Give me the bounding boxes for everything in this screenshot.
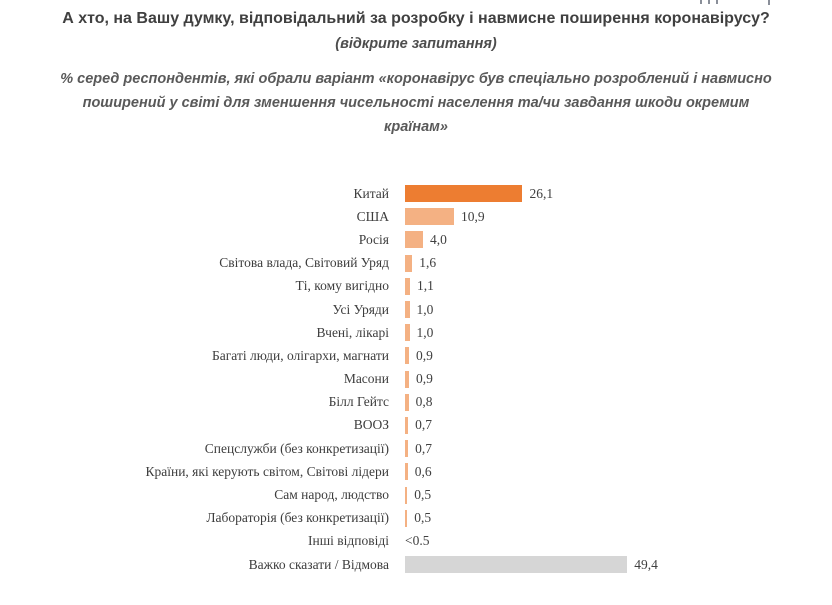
- value-label: <0.5: [405, 533, 430, 549]
- bar-area: 4,0: [397, 231, 832, 249]
- value-label: 0,7: [415, 440, 433, 456]
- bar: [405, 370, 410, 388]
- category-label: Білл Гейтс: [328, 394, 389, 410]
- category-label: Масони: [343, 371, 389, 387]
- bar: [405, 301, 410, 319]
- value-label: 0,6: [414, 463, 432, 479]
- bar-area: 1,0: [397, 324, 832, 342]
- bar-area: 49,4: [397, 556, 832, 574]
- chart-row: Білл Гейтс 0,8: [0, 391, 832, 414]
- chart-row: Важко сказати / Відмова 49,4: [0, 553, 832, 576]
- value-label: 1,0: [416, 301, 434, 317]
- bar: [405, 440, 409, 458]
- cropped-text-artifact: [0, 0, 832, 5]
- bar-area: 0,9: [397, 347, 832, 365]
- bar-area: 0,5: [397, 509, 832, 527]
- bar-chart: Китай 26,1 США 10,9 Росія 4,0 Світова влада, С…: [0, 182, 832, 576]
- bar-area: <0.5: [397, 533, 832, 550]
- bar-area: 1,6: [397, 254, 832, 272]
- bar: [405, 254, 413, 272]
- bar-area: 0,7: [397, 440, 832, 458]
- value-label: 49,4: [634, 556, 658, 572]
- chart-row: Усі Уряди 1,0: [0, 298, 832, 321]
- chart-row: Спецслужби (без конкретизації) 0,7: [0, 437, 832, 460]
- chart-row: Сам народ, людство 0,5: [0, 483, 832, 506]
- category-label: Китай: [353, 185, 389, 201]
- value-label: 10,9: [461, 208, 485, 224]
- chart-row: ВООЗ 0,7: [0, 414, 832, 437]
- bar: [405, 208, 455, 226]
- chart-subtitle: % серед респондентів, які обрали варіант…: [60, 71, 772, 135]
- bar: [405, 393, 409, 411]
- chart-row: Вчені, лікарі 1,0: [0, 321, 832, 344]
- bar: [405, 185, 523, 203]
- value-label: 4,0: [430, 231, 447, 247]
- category-label: Інші відповіді: [308, 533, 389, 549]
- bar-area: 0,7: [397, 416, 832, 434]
- category-label: Спецслужби (без конкретизації): [204, 440, 389, 456]
- value-label: 0,9: [416, 347, 433, 363]
- value-label: 1,1: [416, 278, 434, 294]
- category-label: Важко сказати / Відмова: [248, 556, 389, 572]
- value-label: 0,9: [416, 371, 433, 387]
- bar-area: 1,1: [397, 277, 832, 295]
- chart-row: Світова влада, Світовий Уряд 1,6: [0, 252, 832, 275]
- bar-area: 26,1: [397, 185, 832, 203]
- category-label: Усі Уряди: [332, 301, 389, 317]
- category-label: Лабораторія (без конкретизації): [206, 510, 389, 526]
- chart-open-question-note: (відкрите запитання): [335, 36, 497, 52]
- chart-row: Лабораторія (без конкретизації) 0,5: [0, 507, 832, 530]
- category-label: Країни, які керують світом, Світові ліде…: [145, 463, 389, 479]
- bar-area: 10,9: [397, 208, 832, 226]
- chart-row: Інші відповіді <0.5: [0, 530, 832, 553]
- value-label: 0,8: [415, 394, 433, 410]
- bar: [405, 556, 628, 574]
- bar-area: 0,6: [397, 463, 832, 481]
- value-label: 0,5: [414, 510, 432, 526]
- chart-row: США 10,9: [0, 205, 832, 228]
- value-label: 26,1: [529, 185, 554, 201]
- bar: [405, 509, 408, 527]
- category-label: Сам народ, людство: [274, 487, 389, 503]
- bar: [405, 416, 409, 434]
- category-label: Ті, кому вигідно: [295, 278, 389, 294]
- value-label: 0,5: [414, 487, 432, 503]
- category-label: Вчені, лікарі: [316, 324, 389, 340]
- bar-area: 0,5: [397, 486, 832, 504]
- category-label: Багаті люди, олігархи, магнати: [212, 347, 389, 363]
- value-label: 1,0: [416, 324, 434, 340]
- chart-row: Країни, які керують світом, Світові ліде…: [0, 460, 832, 483]
- chart-row: Китай 26,1: [0, 182, 832, 205]
- category-label: ВООЗ: [353, 417, 389, 433]
- chart-row: Ті, кому вигідно 1,1: [0, 275, 832, 298]
- chart-row: Багаті люди, олігархи, магнати 0,9: [0, 344, 832, 367]
- bar-area: 0,8: [397, 393, 832, 411]
- category-label: Росія: [358, 231, 389, 247]
- chart-row: Росія 4,0: [0, 228, 832, 251]
- chart-title: А хто, на Вашу думку, відповідальний за …: [62, 10, 770, 27]
- bar: [405, 277, 410, 295]
- bar: [405, 463, 408, 481]
- bar: [405, 486, 408, 504]
- category-label: Світова влада, Світовий Уряд: [219, 255, 389, 271]
- value-label: 1,6: [419, 255, 437, 271]
- bar-area: 1,0: [397, 301, 832, 319]
- bar-area: 0,9: [397, 370, 832, 388]
- bar: [405, 347, 410, 365]
- category-label: США: [356, 208, 389, 224]
- value-label: 0,7: [415, 417, 433, 433]
- bar: [405, 231, 423, 249]
- bar: [405, 324, 410, 342]
- chart-row: Масони 0,9: [0, 368, 832, 391]
